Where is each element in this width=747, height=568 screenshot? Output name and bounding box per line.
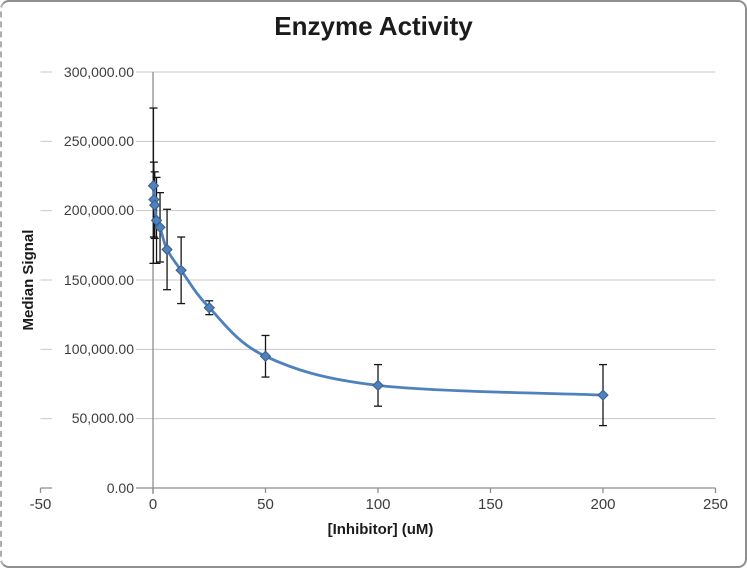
x-tick-label: 0 [148, 496, 158, 513]
data-point-marker [175, 264, 187, 277]
data-point-marker [161, 243, 173, 256]
x-tick-label: 100 [365, 496, 391, 513]
y-tick-label: 0.00 [52, 479, 136, 497]
chart-title: Enzyme Activity [274, 11, 473, 41]
x-tick-label: 200 [590, 496, 616, 513]
x-tick-label: 250 [702, 496, 729, 513]
data-point-marker [259, 350, 272, 362]
data-point-marker [597, 389, 609, 401]
data-point-marker [154, 221, 166, 234]
data-point-marker [147, 179, 160, 192]
y-tick-label: 250,000.00 [52, 132, 136, 150]
y-tick-label: 150,000.00 [52, 271, 136, 289]
x-tick-label: 50 [257, 496, 274, 513]
series-line [152, 184, 605, 397]
x-tick-label: 150 [477, 496, 504, 513]
y-tick-label: 50,000.00 [52, 410, 136, 428]
data-point-marker [203, 302, 215, 314]
y-tick-label: 300,000.00 [52, 63, 136, 81]
y-axis-title: Median Signal [20, 229, 37, 331]
x-tick-label: -50 [29, 496, 52, 513]
y-tick-label: 200,000.00 [52, 202, 136, 220]
data-point-marker [372, 379, 384, 392]
y-tick-label: 100,000.00 [52, 340, 136, 358]
x-axis-title: [Inhibitor] (uM) [327, 521, 434, 538]
data-point-marker [149, 199, 161, 211]
